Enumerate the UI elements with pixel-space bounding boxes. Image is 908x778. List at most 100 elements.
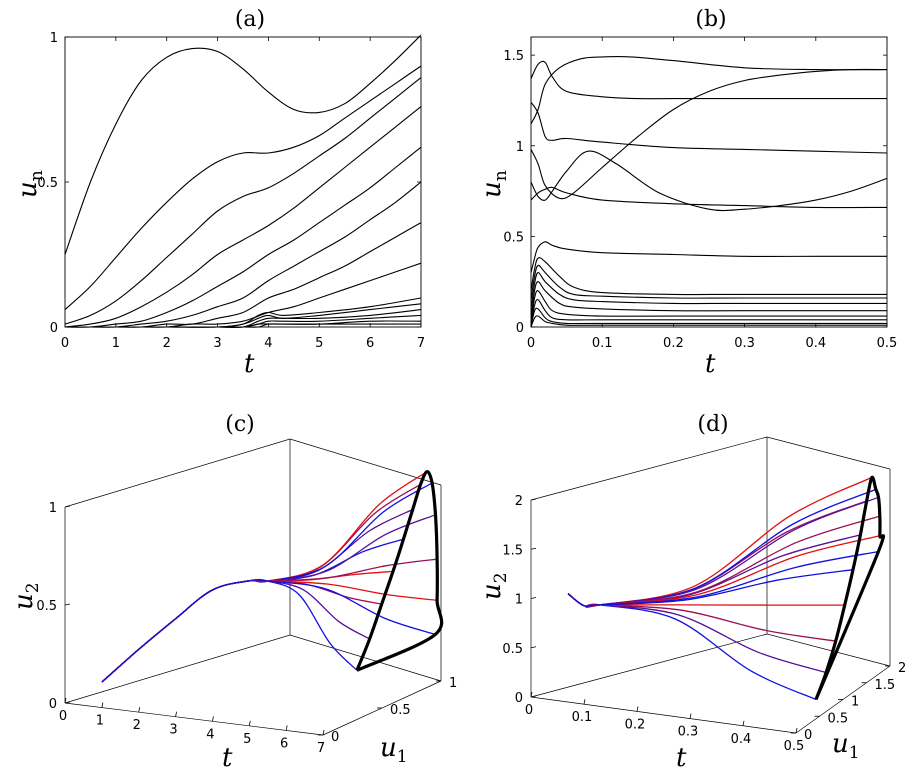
panel-d-u2tick-label: 1.5 (502, 543, 523, 558)
panel-d-ttick-mark (530, 691, 533, 698)
panel-d-u2tick-mark (530, 547, 537, 550)
panel-a-title: (a) (235, 7, 265, 32)
panel-d-u1tick-label: 0.5 (828, 711, 849, 726)
panel-a-axes-box (64, 36, 422, 328)
panel-c-u2tick-mark (64, 505, 71, 508)
panel-b-ytick-label: 0 (516, 321, 524, 336)
panel-c-ttick-label: 2 (133, 718, 141, 733)
panel-d-u1tick-label: 2 (898, 661, 906, 676)
panel-c-ttick-mark (248, 720, 251, 726)
panel-c-box-floor-front (64, 702, 324, 736)
panel-b-series-b2 (530, 56, 888, 125)
panel-c-u2tick-label: 0.5 (36, 599, 57, 614)
panel-a-xtick-label: 5 (315, 336, 323, 351)
panel-c-ttick-label: 1 (96, 714, 104, 729)
panel-c-u2tick-label: 0 (49, 697, 57, 712)
panel-b-xtick-label: 0.5 (877, 336, 898, 351)
panel-b-title: (b) (695, 7, 726, 32)
panel-d-trajectory (567, 488, 877, 608)
panel-b-xtick-label: 0.2 (663, 336, 684, 351)
panel-a-series-u1 (64, 65, 422, 311)
panel-c-trajectory (101, 579, 382, 683)
panel-d-ttick-label: 0.5 (784, 739, 805, 754)
panel-a-series-u13 (65, 323, 421, 328)
panel-c-trajectory (101, 578, 358, 683)
panel-d-xlabel: t (676, 743, 687, 773)
panel-c-trajectory (101, 483, 421, 683)
panel-d-box-floor-back (530, 633, 891, 698)
panel-b-series-b4 (530, 68, 888, 200)
panel-c-trajectory (101, 482, 433, 683)
panel-b-series-b12 (530, 290, 887, 324)
panel-d-ttick-label: 0 (525, 703, 533, 718)
panel-d-u1tick-label: 1.5 (875, 678, 896, 693)
panel-d-ttick-label: 0.3 (678, 725, 699, 740)
panel-b-series-b3 (530, 101, 888, 154)
panel-b-series-b9 (530, 264, 887, 300)
panel-d-trajectory (567, 500, 867, 608)
panel-a-xtick-label: 7 (417, 336, 425, 351)
panel-c-trajectory (101, 579, 436, 683)
panel-d-u1tick-label: 1 (851, 695, 859, 710)
panel-d-u2tick-label: 1 (515, 593, 523, 608)
panel-c-u1tick-label: 1 (449, 676, 457, 691)
panel-a-xlabel: t (244, 349, 255, 379)
panel-c-ttick-label: 0 (59, 709, 67, 724)
panel-b-series-b5 (530, 150, 888, 212)
panel-a-series-u0 (64, 34, 422, 255)
panel-b-ytick-label: 0.5 (503, 230, 524, 245)
panel-d-u1tick-label: 0 (804, 728, 812, 743)
panel-d-u2tick-label: 0.5 (502, 642, 523, 657)
panel-b-xtick-label: 0.4 (805, 336, 826, 351)
panel-d-u2tick-mark (530, 597, 537, 599)
panel-a-xtick-label: 0 (61, 336, 69, 351)
panel-a-xtick-label: 3 (213, 336, 221, 351)
panel-c-ttick-mark (138, 707, 141, 713)
panel-c-trajectory (101, 471, 428, 683)
panel-b-ytick-label: 1 (516, 140, 524, 155)
panel-c-ylabel: u2 (9, 582, 43, 610)
panel-b-series-b6 (530, 186, 888, 209)
panel-b-ytick-label: 1.5 (503, 49, 524, 64)
panel-d-trajectory (567, 593, 836, 642)
panel-d-ttick-mark (689, 713, 692, 719)
panel-c-box-top (64, 438, 442, 508)
panel-d-ttick-label: 0.1 (572, 710, 593, 725)
panel-a-series-u6 (65, 222, 422, 328)
panel-c-xlabel: t (222, 743, 233, 773)
panel-d-limit-loop (814, 475, 886, 701)
panel-b-xtick-label: 0.3 (734, 336, 755, 351)
panel-a-xtick-label: 2 (163, 336, 171, 351)
panel-c-3d-box (64, 438, 442, 736)
panel-c-u2tick-label: 1 (49, 501, 57, 516)
panel-b-series-b7 (530, 241, 887, 273)
panel-b: (b) 0 0.1 0.2 0.3 0.4 0.5 0 0.5 1 1.5 t un (477, 7, 897, 379)
panel-b-series-b15 (530, 315, 887, 328)
panel-d-box-top (530, 436, 891, 501)
panel-d-u2tick-label: 2 (515, 494, 523, 509)
panel-c-ttick-label: 5 (243, 732, 251, 747)
panel-c-zlabel: u1 (380, 733, 408, 767)
panel-a-series-u3 (64, 106, 422, 328)
panel-c-box-floor-back (64, 634, 442, 704)
panel-d-u2tick-label: 0 (515, 691, 523, 706)
panel-c-trajectory (101, 514, 436, 683)
panel-c-ttick-mark (212, 716, 214, 722)
panel-d-ttick-mark (636, 706, 639, 712)
panel-c-ttick-label: 3 (169, 723, 177, 738)
panel-d-ttick-label: 0.2 (625, 717, 646, 732)
panel-d-trajectory (567, 593, 817, 701)
panel-a-xtick-label: 6 (366, 336, 374, 351)
panel-b-xtick-label: 0.1 (592, 336, 613, 351)
panel-a-ylabel: un (13, 170, 47, 198)
panel-d-u2tick-mark (530, 646, 537, 649)
panel-b-ylabel: un (477, 170, 511, 198)
panel-d-3d-box (530, 436, 891, 734)
panel-a-series-u5 (65, 181, 422, 328)
panel-d-trajectory (567, 515, 880, 608)
panel-c-ttick-mark (175, 711, 177, 717)
panel-c-u2tick-mark (64, 701, 71, 704)
